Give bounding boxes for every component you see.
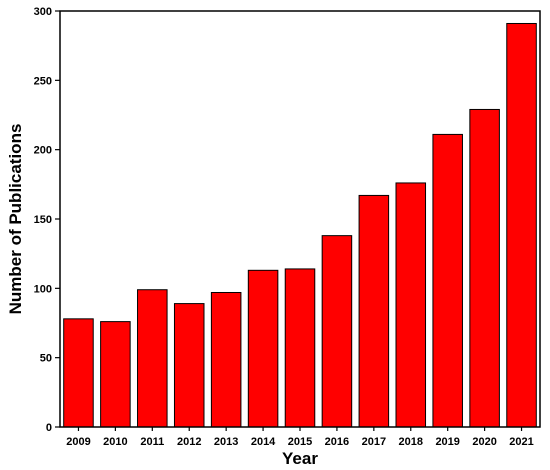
- y-tick-label: 250: [34, 75, 52, 87]
- bar-2021: [506, 22, 537, 428]
- x-axis-title: Year: [282, 449, 318, 468]
- bar-2017: [358, 194, 390, 428]
- x-tick-label: 2011: [140, 436, 164, 448]
- bar-2019: [432, 133, 463, 428]
- plot-frame: [59, 10, 541, 428]
- x-tick-label: 2010: [103, 436, 127, 448]
- x-tick-label: 2020: [472, 436, 496, 448]
- x-tick-label: 2016: [325, 436, 349, 448]
- y-tick-label: 100: [34, 283, 52, 295]
- bar-2012: [173, 303, 205, 428]
- bars-group: [63, 22, 537, 428]
- x-tick-label: 2012: [177, 436, 201, 448]
- x-tick-label: 2015: [288, 436, 312, 448]
- bar-2018: [395, 182, 427, 428]
- bar-2014: [247, 269, 279, 428]
- bar-2013: [210, 291, 242, 428]
- y-axis-ticks: 0 50 100 150 200 250 300: [34, 6, 60, 434]
- bar-2010: [100, 321, 131, 428]
- y-tick-label: 50: [40, 353, 52, 365]
- x-tick-label: 2009: [66, 436, 90, 448]
- bar-2016: [321, 235, 353, 428]
- x-axis-ticks: 2009 2010 2011 2012 2013 2014 2015 2016 2017 2018…: [66, 427, 534, 448]
- y-tick-label: 150: [34, 214, 52, 226]
- x-tick-label: 2017: [362, 436, 386, 448]
- bar-2015: [284, 268, 316, 428]
- x-tick-label: 2019: [435, 436, 459, 448]
- x-tick-label: 2021: [509, 436, 533, 448]
- x-tick-label: 2013: [214, 436, 238, 448]
- y-axis-title: Number of Publications: [6, 124, 25, 315]
- bar-2011: [137, 289, 168, 428]
- y-tick-label: 200: [34, 145, 52, 157]
- y-tick-label: 300: [34, 6, 52, 18]
- y-tick-label: 0: [46, 422, 52, 434]
- x-tick-label: 2014: [251, 436, 276, 448]
- x-tick-label: 2018: [399, 436, 423, 448]
- bar-2009: [63, 318, 94, 428]
- bar-2020: [469, 108, 500, 428]
